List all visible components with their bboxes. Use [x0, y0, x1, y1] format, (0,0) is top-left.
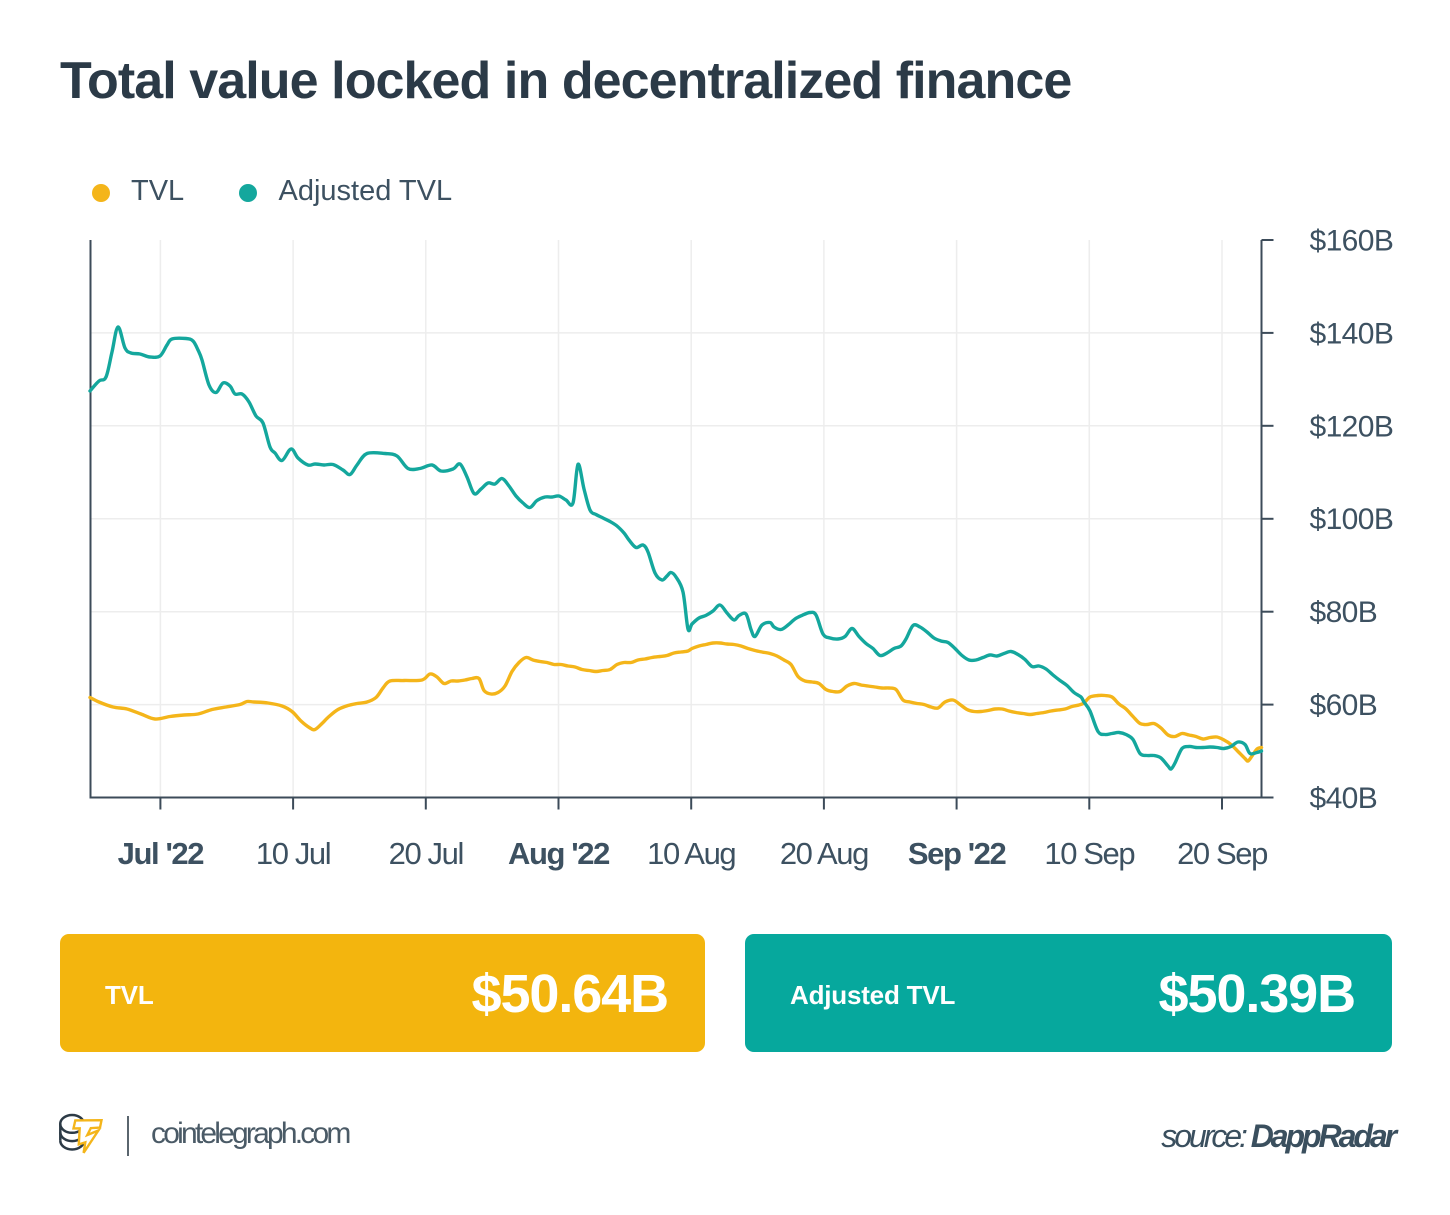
svg-text:$80B: $80B [1310, 596, 1378, 629]
svg-text:20 Sep: 20 Sep [1177, 836, 1267, 871]
svg-text:$120B: $120B [1310, 410, 1394, 443]
svg-text:Aug '22: Aug '22 [508, 836, 609, 871]
svg-text:10 Aug: 10 Aug [647, 836, 735, 871]
svg-text:Sep '22: Sep '22 [908, 836, 1006, 871]
svg-text:Jul '22: Jul '22 [118, 836, 204, 871]
svg-text:$140B: $140B [1310, 317, 1394, 350]
svg-text:20 Jul: 20 Jul [389, 836, 463, 871]
svg-text:$160B: $160B [1310, 225, 1394, 258]
svg-text:10 Sep: 10 Sep [1044, 836, 1134, 871]
svg-text:$100B: $100B [1310, 503, 1394, 536]
svg-text:20 Aug: 20 Aug [780, 836, 868, 871]
svg-text:$60B: $60B [1310, 689, 1378, 722]
svg-text:$40B: $40B [1310, 782, 1378, 815]
svg-text:10 Jul: 10 Jul [256, 836, 330, 871]
